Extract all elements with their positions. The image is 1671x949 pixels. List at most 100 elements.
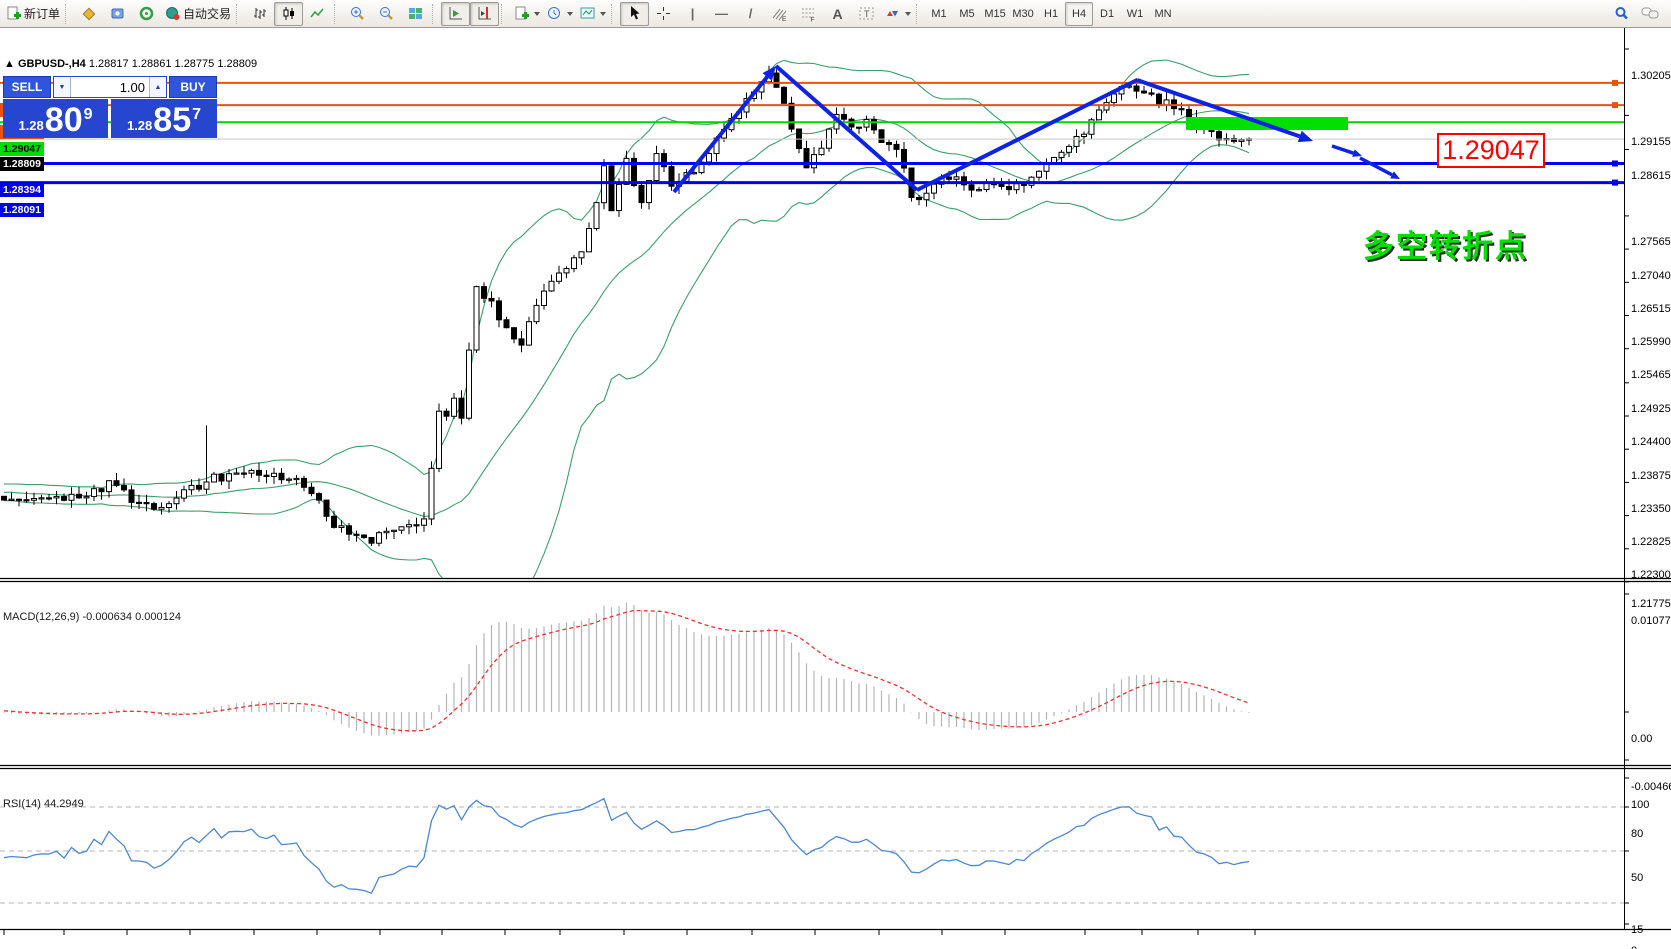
volume-increase-button[interactable]: ▲ — [150, 77, 166, 97]
tf-button-H4[interactable]: H4 — [1065, 1, 1094, 26]
toolbar-separator — [501, 3, 507, 24]
bar-chart-icon — [254, 8, 267, 19]
buy-price-pips: 85 — [153, 101, 192, 139]
sell-button[interactable]: SELL — [3, 76, 51, 98]
symbol-name: GBPUSD-,H4 — [17, 58, 86, 70]
toolbar-separator — [334, 3, 340, 24]
tf-button-M30[interactable]: M30 — [1012, 7, 1034, 20]
chart-graphics — [0, 27, 1671, 935]
tf-button-M1[interactable]: M1 — [931, 7, 947, 20]
periods-button[interactable] — [543, 2, 576, 26]
zoom-in-button[interactable] — [343, 2, 372, 26]
templates-button[interactable] — [576, 2, 609, 26]
crosshair-icon — [657, 7, 671, 20]
one-click-trading-panel: SELL ▼ ▲ BUY 1.28 80 9 1.28 85 7 — [3, 76, 217, 138]
channel-tool-button[interactable]: E — [765, 2, 794, 26]
indicators-icon — [515, 6, 530, 20]
rsi-indicator-label: RSI(14) 44.2949 — [3, 798, 84, 810]
tf-button-D1[interactable]: D1 — [1100, 7, 1115, 20]
buy-price-point: 7 — [192, 106, 202, 123]
dropdown-caret-icon — [600, 11, 607, 16]
rsi-axis-label: 100 — [1631, 798, 1650, 811]
new-order-icon — [7, 6, 21, 20]
fibonacci-icon: F — [802, 8, 815, 22]
data-window-button[interactable] — [74, 2, 103, 26]
templates-icon — [580, 7, 595, 19]
price-tick-label: 1.24925 — [1631, 403, 1671, 416]
bar-high: 1.28861 — [131, 58, 172, 70]
panel-collapse-arrow[interactable]: ▲ — [4, 58, 15, 70]
toolbar-separator — [611, 3, 617, 24]
bar-chart-button[interactable] — [245, 2, 274, 26]
arrows-icon — [887, 11, 899, 17]
chat-button[interactable] — [1636, 2, 1665, 26]
toolbar-separator — [432, 3, 438, 24]
chart-shift-icon — [478, 7, 492, 20]
price-tick-label: 1.22825 — [1631, 536, 1671, 549]
navigator-button[interactable] — [103, 2, 132, 26]
price-tick-label: 1.27565 — [1631, 236, 1671, 249]
fibonacci-tool-button[interactable]: F — [794, 2, 823, 26]
bar-close: 1.28809 — [217, 58, 258, 70]
buy-price-display[interactable]: 1.28 85 7 — [111, 99, 217, 138]
candlestick-chart-button[interactable] — [274, 1, 304, 26]
vertical-line-tool-button[interactable]: | — [678, 2, 707, 26]
tf-button-MN[interactable]: MN — [1154, 7, 1172, 20]
sell-price-display[interactable]: 1.28 80 9 — [3, 99, 108, 138]
tf-button-M5[interactable]: M5 — [959, 7, 975, 20]
text-tool-button[interactable]: A — [823, 2, 852, 26]
buy-price-base: 1.28 — [126, 118, 153, 133]
tester-icon — [139, 6, 154, 21]
candlestick-chart-icon — [283, 7, 295, 20]
vertical-line-icon: | — [690, 6, 695, 21]
volume-input[interactable] — [71, 77, 149, 97]
search-button[interactable] — [1607, 2, 1636, 26]
search-icon — [1615, 7, 1628, 20]
indicators-button[interactable] — [510, 2, 543, 26]
horizontal-line-tool-button[interactable]: — — [707, 2, 736, 26]
sell-price-pips: 80 — [44, 101, 83, 139]
volume-decrease-button[interactable]: ▼ — [54, 77, 70, 97]
zoom-out-icon — [380, 7, 393, 20]
text-icon: A — [832, 5, 843, 22]
price-tick-label: 1.26515 — [1631, 302, 1671, 315]
new-order-button[interactable]: 新订单 — [2, 2, 63, 26]
bar-low: 1.28775 — [174, 58, 215, 70]
tile-windows-button[interactable] — [401, 2, 430, 26]
dropdown-caret-icon — [534, 11, 541, 16]
sell-price-point: 9 — [83, 106, 93, 123]
toolbar-right-group — [1607, 2, 1665, 26]
chart-shift-button[interactable] — [470, 1, 500, 26]
tf-button-M15[interactable]: M15 — [984, 7, 1006, 20]
volume-stepper: ▼ ▲ — [53, 76, 167, 98]
buy-button[interactable]: BUY — [169, 76, 217, 98]
strategy-tester-button[interactable] — [132, 2, 161, 26]
price-tick-label: 1.25990 — [1631, 335, 1671, 348]
autotrading-label: 自动交易 — [183, 7, 232, 21]
rsi-axis-label: 80 — [1631, 827, 1644, 840]
price-tick-label: 1.22300 — [1631, 569, 1671, 582]
line-chart-button[interactable] — [303, 2, 332, 26]
new-order-label: 新订单 — [24, 7, 61, 21]
zoom-out-button[interactable] — [372, 2, 401, 26]
autotrading-button[interactable]: 自动交易 — [161, 2, 234, 26]
text-label-icon: T — [859, 7, 874, 20]
arrows-tool-button[interactable] — [881, 2, 914, 26]
tf-button-H1[interactable]: H1 — [1044, 7, 1059, 20]
macd-main-value: -0.000634 — [82, 611, 133, 623]
crosshair-tool-button[interactable] — [649, 2, 678, 26]
horizontal-line-icon: — — [715, 6, 729, 21]
chart-canvas[interactable]: ▲ GBPUSD-,H4 1.28817 1.28861 1.28775 1.2… — [0, 27, 1671, 949]
cursor-icon — [631, 6, 640, 20]
navigator-icon — [111, 8, 124, 19]
cursor-tool-button[interactable] — [620, 1, 650, 26]
price-badge: 1.28091 — [0, 202, 44, 217]
trendline-tool-button[interactable]: / — [736, 2, 765, 26]
macd-axis-label: 0.010775 — [1631, 614, 1671, 627]
text-label-tool-button[interactable]: T — [852, 2, 881, 26]
auto-scroll-button[interactable] — [441, 1, 471, 26]
bar-open: 1.28817 — [88, 58, 129, 70]
sell-price-base: 1.28 — [18, 118, 44, 133]
tf-button-W1[interactable]: W1 — [1126, 7, 1144, 20]
